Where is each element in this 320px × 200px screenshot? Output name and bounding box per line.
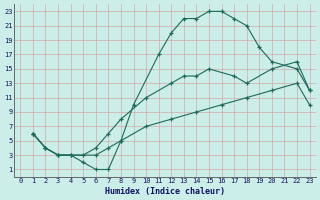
X-axis label: Humidex (Indice chaleur): Humidex (Indice chaleur) (105, 187, 225, 196)
